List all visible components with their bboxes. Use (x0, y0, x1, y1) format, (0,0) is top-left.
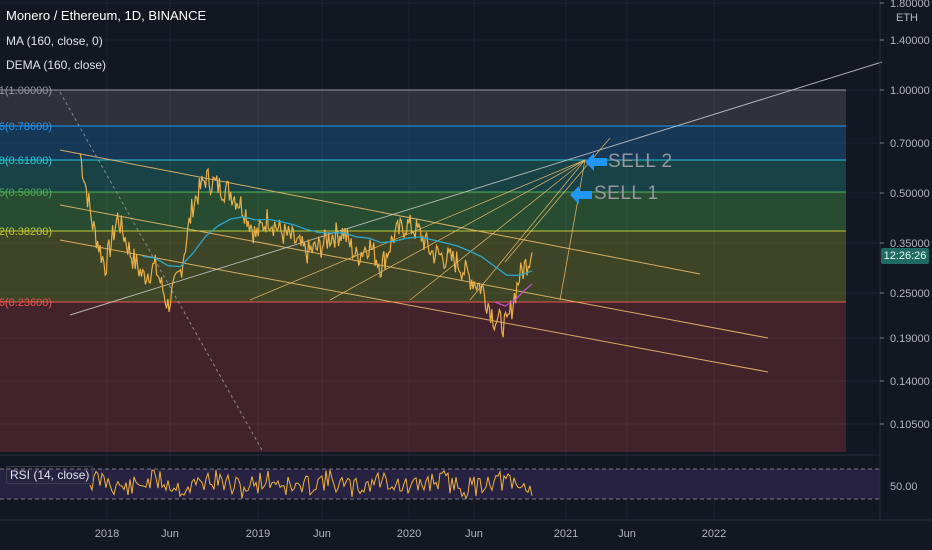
fib-level-label: 1(1.00000) (0, 85, 52, 97)
price-tick-label: 0.50000 (890, 188, 930, 200)
rsi-tick-label: 50.00 (890, 481, 918, 493)
channel-middle-line (59, 204, 769, 339)
fib-level-label: 36(0.23600) (0, 297, 52, 309)
time-tick-label: 2021 (554, 528, 578, 540)
time-tick-label: 2018 (95, 528, 119, 540)
price-tick-label: 0.14000 (890, 376, 930, 388)
chart-title: Monero / Ethereum, 1D, BINANCE (6, 8, 207, 23)
support-trend-line (69, 61, 883, 316)
time-tick-label: 2020 (397, 528, 421, 540)
time-tick-label: 2019 (246, 528, 270, 540)
rsi-indicator-label[interactable]: RSI (14, close) (6, 466, 94, 484)
bar-countdown-badge: 12:26:26 (881, 248, 929, 264)
price-axis-unit: ETH (896, 12, 918, 24)
price-tick-label: 0.35000 (890, 238, 930, 250)
dashed-fib-line (59, 91, 263, 451)
arrow-left-icon (585, 153, 607, 171)
time-tick-label: Jun (465, 528, 483, 540)
price-line (79, 153, 533, 338)
trend-lines (59, 61, 883, 451)
price-tick-label: 0.70000 (890, 138, 930, 150)
fib-level-label: 0.5(0.50000) (0, 187, 52, 199)
fib-level-label: 86(0.78600) (0, 121, 52, 133)
dema-160-line (494, 283, 533, 307)
gann-fan-line (249, 159, 586, 301)
fib-zone (0, 90, 846, 126)
price-tick-label: 0.25000 (890, 288, 930, 300)
fib-zone (0, 126, 846, 160)
fib-level-label: 82(0.38200) (0, 226, 52, 238)
price-tick-label: 0.10500 (890, 419, 930, 431)
dema-indicator-label[interactable]: DEMA (160, close) (6, 58, 107, 72)
price-tick-label: 1.00000 (890, 85, 930, 97)
time-tick-label: Jun (313, 528, 331, 540)
rsi-panel (0, 454, 880, 500)
fib-zone (0, 192, 846, 231)
gann-fan-line (329, 159, 586, 301)
fib-zone (0, 302, 846, 452)
time-tick-label: Jun (618, 528, 636, 540)
ma-160-line (142, 216, 533, 277)
price-tick-label: 0.19000 (890, 333, 930, 345)
channel-upper-line (59, 149, 701, 275)
fib-zone (0, 160, 846, 192)
gann-fan-line (469, 159, 586, 301)
fibonacci-retracement: 1(1.00000) 86(0.78600) 18(0.61800) 0.5(0.50… (0, 85, 846, 452)
channel-lower-line (59, 239, 769, 373)
price-series (79, 153, 533, 338)
fib-level-label: 18(0.61800) (0, 155, 52, 167)
sell-1-annotation[interactable]: SELL 1 (594, 183, 659, 204)
price-tick-label: 1.40000 (890, 35, 930, 47)
sell-2-annotation[interactable]: SELL 2 (608, 151, 673, 172)
gann-fan-line (559, 159, 586, 301)
time-tick-label: 2022 (702, 528, 726, 540)
rsi-line (89, 469, 533, 500)
arrow-left-icon (570, 186, 592, 204)
ma-indicator-label[interactable]: MA (160, close, 0) (6, 34, 103, 48)
price-tick-label: 1.80000 (890, 0, 930, 10)
gann-fan-line (409, 159, 586, 301)
time-tick-label: Jun (161, 528, 179, 540)
